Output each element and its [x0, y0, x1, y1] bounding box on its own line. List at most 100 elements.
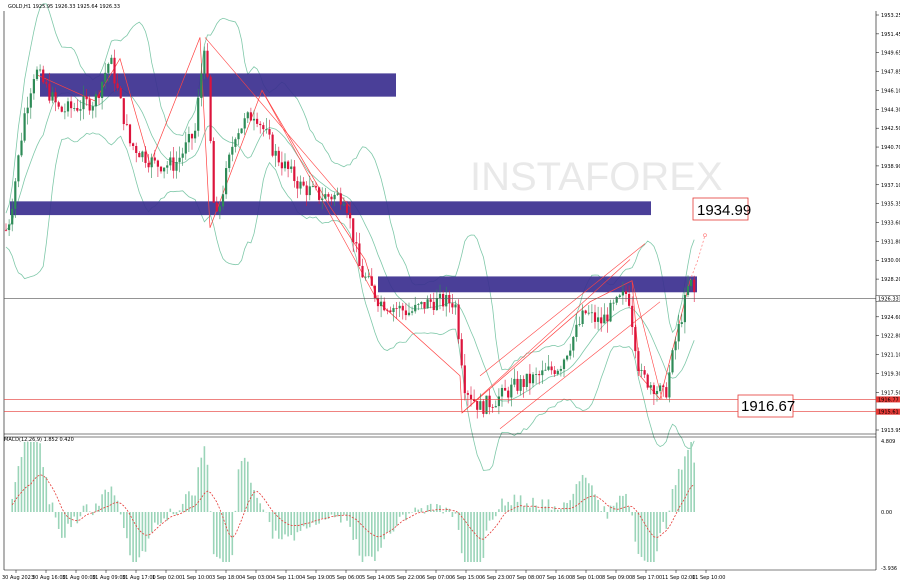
macd-histogram-bar [253, 489, 255, 512]
candle-body [277, 150, 280, 163]
macd-histogram-bar [597, 499, 599, 512]
time-tick-label: 8 Sep 17:00 [632, 575, 662, 581]
price-tick-label: 1928.20 [881, 277, 900, 283]
candle-body [386, 310, 389, 312]
candle-body [469, 394, 473, 400]
macd-histogram-bar [293, 512, 296, 541]
upper-level-label: 1934.99 [697, 202, 751, 219]
macd-histogram-bar [560, 508, 562, 512]
price-tick-label: 1951.45 [881, 32, 900, 38]
time-tick-label: 4 Sep 11:00 [272, 575, 302, 581]
macd-histogram-bar [281, 512, 283, 540]
macd-histogram-bar [290, 512, 292, 536]
macd-histogram-bar [82, 505, 85, 512]
macd-histogram-bar [389, 512, 392, 534]
candle-body [293, 166, 296, 182]
macd-histogram-bar [17, 466, 20, 512]
candle-body [228, 154, 231, 169]
candle-body [187, 133, 190, 143]
candles [4, 43, 696, 419]
candle-body [370, 276, 373, 286]
red-price-label: 1915.61 [878, 410, 899, 416]
macd-histogram-bar [674, 485, 677, 512]
candle-body [48, 83, 51, 101]
candle-body [491, 407, 494, 408]
price-zones [10, 73, 697, 293]
macd-histogram-bar [532, 497, 534, 512]
candle-body [243, 118, 246, 129]
macd-histogram-bar [566, 502, 568, 512]
macd-histogram-bar [340, 512, 342, 523]
macd-histogram-bar [318, 512, 320, 524]
macd-histogram-bar [343, 512, 345, 515]
candle-body [460, 339, 463, 366]
candle-body [618, 295, 621, 297]
candle-body [76, 108, 79, 111]
candle-body [634, 327, 637, 352]
candle-body [569, 350, 572, 356]
time-tick-label: 11 Sep 10:00 [692, 575, 725, 581]
candle-body [305, 185, 308, 196]
macd-histogram-bar [157, 512, 159, 525]
candle-body [345, 204, 349, 213]
macd-histogram-bar [104, 489, 106, 512]
macd-histogram-bar [650, 512, 652, 562]
candle-body [466, 393, 469, 395]
candle-body [612, 302, 615, 304]
lower-level-box [737, 394, 794, 418]
candle-body [349, 212, 352, 219]
macd-tick-label: 0.00 [881, 510, 892, 516]
candle-body [175, 161, 178, 171]
macd-histogram-bar [169, 508, 172, 512]
macd-histogram-bar [625, 493, 627, 512]
candle-body [215, 202, 218, 212]
macd-histogram-bar [54, 512, 57, 518]
macd-histogram-bar [23, 442, 26, 512]
candle-body [296, 181, 299, 189]
candle-body [336, 193, 339, 195]
macd-histogram-bar [259, 503, 261, 512]
candle-body [122, 98, 125, 125]
candle-body [333, 194, 336, 200]
zone-2 [10, 201, 651, 216]
macd-histogram-bar [141, 512, 144, 552]
time-tick-label: 7 Sep 08:00 [512, 575, 542, 581]
macd-histogram-bar [547, 499, 550, 512]
macd-histogram-bar [417, 509, 420, 512]
candle-body [479, 401, 482, 410]
candle-body [147, 162, 150, 168]
candle-body [302, 181, 305, 186]
candle-body [311, 186, 314, 187]
macd-histogram-bar [243, 457, 246, 512]
trend-channel-line [479, 243, 646, 377]
candle-body [181, 153, 184, 158]
candle-body [448, 294, 451, 304]
macd-histogram-bar [526, 503, 528, 512]
candle-body [39, 69, 42, 71]
candle-body [256, 118, 259, 124]
candle-body [414, 304, 417, 312]
macd-histogram-bar [358, 512, 361, 556]
time-tick-label: 1 Sep 02:00 [152, 575, 182, 581]
macd-histogram-bar [64, 512, 66, 538]
candle-body [35, 69, 39, 80]
macd-histogram-bar [222, 512, 224, 562]
macd-histogram-bar [271, 512, 274, 539]
candle-body [70, 101, 73, 109]
macd-histogram-bar [544, 506, 547, 512]
macd-histogram-bar [175, 512, 178, 515]
candle-body [538, 374, 541, 376]
macd-histogram-bar [256, 497, 258, 512]
macd-histogram-bar [284, 512, 286, 535]
macd-histogram-bar [336, 512, 339, 517]
candle-body [283, 161, 287, 169]
macd-histogram-bar [671, 488, 674, 512]
macd-histogram-bar [132, 512, 134, 562]
macd-histogram-bar [510, 505, 513, 512]
candle-body [91, 106, 94, 111]
time-tick-label: 30 Aug 16:00 [32, 575, 66, 581]
macd-histogram-bar [349, 512, 351, 527]
candle-body [156, 160, 159, 167]
candle-body [358, 243, 361, 266]
candle-body [32, 79, 35, 94]
